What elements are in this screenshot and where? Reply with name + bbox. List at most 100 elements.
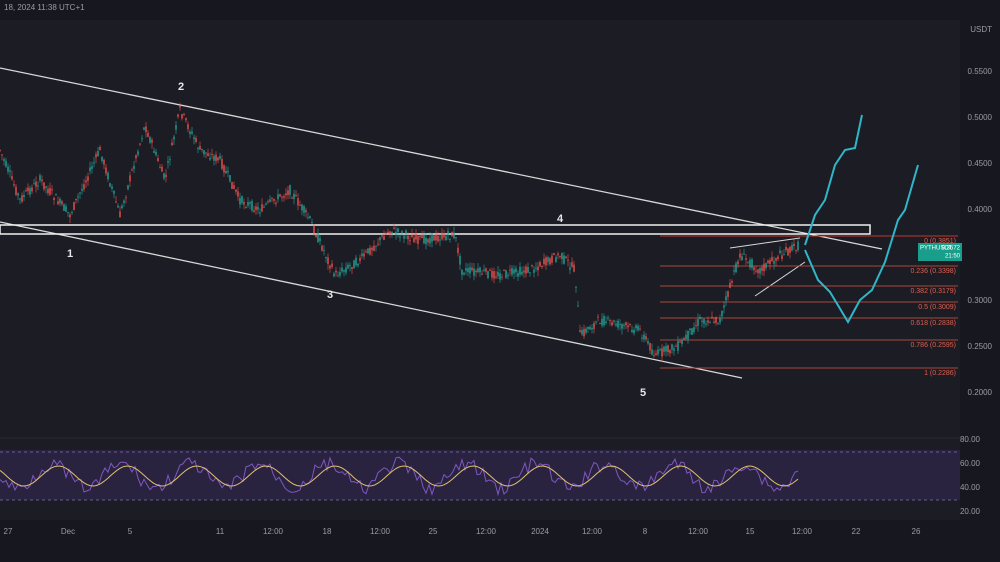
candle bbox=[511, 268, 513, 275]
candle bbox=[525, 266, 527, 274]
candle bbox=[105, 167, 107, 174]
candle bbox=[643, 334, 645, 340]
candle bbox=[771, 257, 773, 262]
candle bbox=[69, 214, 71, 218]
candle bbox=[459, 256, 461, 265]
candle bbox=[473, 268, 475, 276]
candle bbox=[125, 197, 127, 199]
candle bbox=[699, 316, 701, 319]
candle bbox=[67, 211, 69, 213]
candle bbox=[665, 345, 667, 352]
candle bbox=[637, 325, 639, 331]
candle bbox=[87, 176, 89, 181]
candle bbox=[117, 205, 119, 208]
candle bbox=[705, 323, 707, 325]
candle bbox=[289, 185, 291, 195]
candle bbox=[439, 239, 441, 241]
candle bbox=[17, 193, 19, 196]
candle bbox=[201, 148, 203, 150]
candle bbox=[437, 235, 439, 242]
candle bbox=[75, 198, 77, 201]
candle bbox=[749, 259, 751, 268]
candle bbox=[379, 237, 381, 241]
candle bbox=[219, 155, 221, 159]
candle bbox=[639, 328, 641, 330]
price-axis-label: 0.3000 bbox=[968, 296, 993, 305]
candle bbox=[627, 325, 629, 328]
candle bbox=[209, 157, 211, 160]
candle bbox=[307, 217, 309, 219]
candle bbox=[789, 246, 791, 253]
candle bbox=[385, 233, 387, 235]
candle bbox=[543, 258, 545, 265]
time-axis-label: 18 bbox=[323, 527, 332, 536]
candle bbox=[191, 131, 193, 134]
candle bbox=[339, 272, 341, 276]
candle bbox=[415, 233, 417, 240]
price-tag-symbol: PYTHUSDT bbox=[920, 246, 953, 252]
candle bbox=[669, 350, 671, 354]
rsi-axis-label: 40.00 bbox=[960, 483, 981, 492]
candle bbox=[723, 305, 725, 308]
candle bbox=[431, 233, 433, 242]
candle bbox=[85, 180, 87, 183]
candle bbox=[61, 201, 63, 205]
candle bbox=[659, 349, 661, 351]
price-axis-label: 0.4000 bbox=[968, 205, 993, 214]
candle bbox=[215, 154, 217, 161]
candle bbox=[143, 127, 145, 130]
candle bbox=[503, 270, 505, 272]
candle bbox=[365, 251, 367, 253]
candle bbox=[399, 236, 401, 238]
candle bbox=[523, 270, 525, 273]
candle bbox=[787, 248, 789, 256]
candle bbox=[673, 348, 675, 351]
candle bbox=[35, 181, 37, 187]
fib-label: 0.236 (0.3398) bbox=[910, 268, 956, 275]
candle bbox=[421, 234, 423, 239]
time-axis-label: 12:00 bbox=[688, 527, 709, 536]
rsi-ma bbox=[0, 465, 799, 487]
candle bbox=[499, 273, 501, 280]
candle bbox=[153, 150, 155, 153]
candle bbox=[575, 286, 577, 288]
price-axis-label: 0.5000 bbox=[968, 113, 993, 122]
candle bbox=[3, 159, 5, 161]
candle bbox=[185, 118, 187, 121]
candle bbox=[559, 256, 561, 258]
candle bbox=[317, 233, 319, 243]
candle bbox=[21, 195, 23, 202]
candle bbox=[37, 185, 39, 187]
candle bbox=[601, 318, 603, 326]
candle bbox=[123, 200, 125, 203]
candle bbox=[15, 186, 17, 195]
candle bbox=[755, 270, 757, 272]
candle bbox=[533, 269, 535, 273]
candle bbox=[697, 319, 699, 326]
candle bbox=[535, 267, 537, 269]
candle bbox=[465, 268, 467, 271]
candle bbox=[49, 187, 51, 195]
candle bbox=[141, 138, 143, 140]
fib-label: 1 (0.2286) bbox=[924, 370, 956, 377]
price-tag-countdown: 21:50 bbox=[945, 254, 961, 260]
candle bbox=[761, 267, 763, 271]
candle bbox=[795, 250, 797, 252]
price-axis-label: 0.2000 bbox=[968, 388, 993, 397]
candle bbox=[779, 250, 781, 254]
candle bbox=[485, 268, 487, 272]
candle bbox=[475, 270, 477, 273]
candle bbox=[77, 196, 79, 198]
candle bbox=[325, 257, 327, 259]
candle bbox=[309, 216, 311, 218]
candle bbox=[173, 136, 175, 140]
candle bbox=[311, 222, 313, 224]
wave-label: 5 bbox=[640, 387, 646, 399]
candle bbox=[467, 268, 469, 273]
resistance-zone bbox=[0, 224, 871, 235]
candle bbox=[9, 170, 11, 172]
candle bbox=[483, 269, 485, 271]
candle bbox=[115, 201, 117, 203]
candle bbox=[567, 259, 569, 261]
